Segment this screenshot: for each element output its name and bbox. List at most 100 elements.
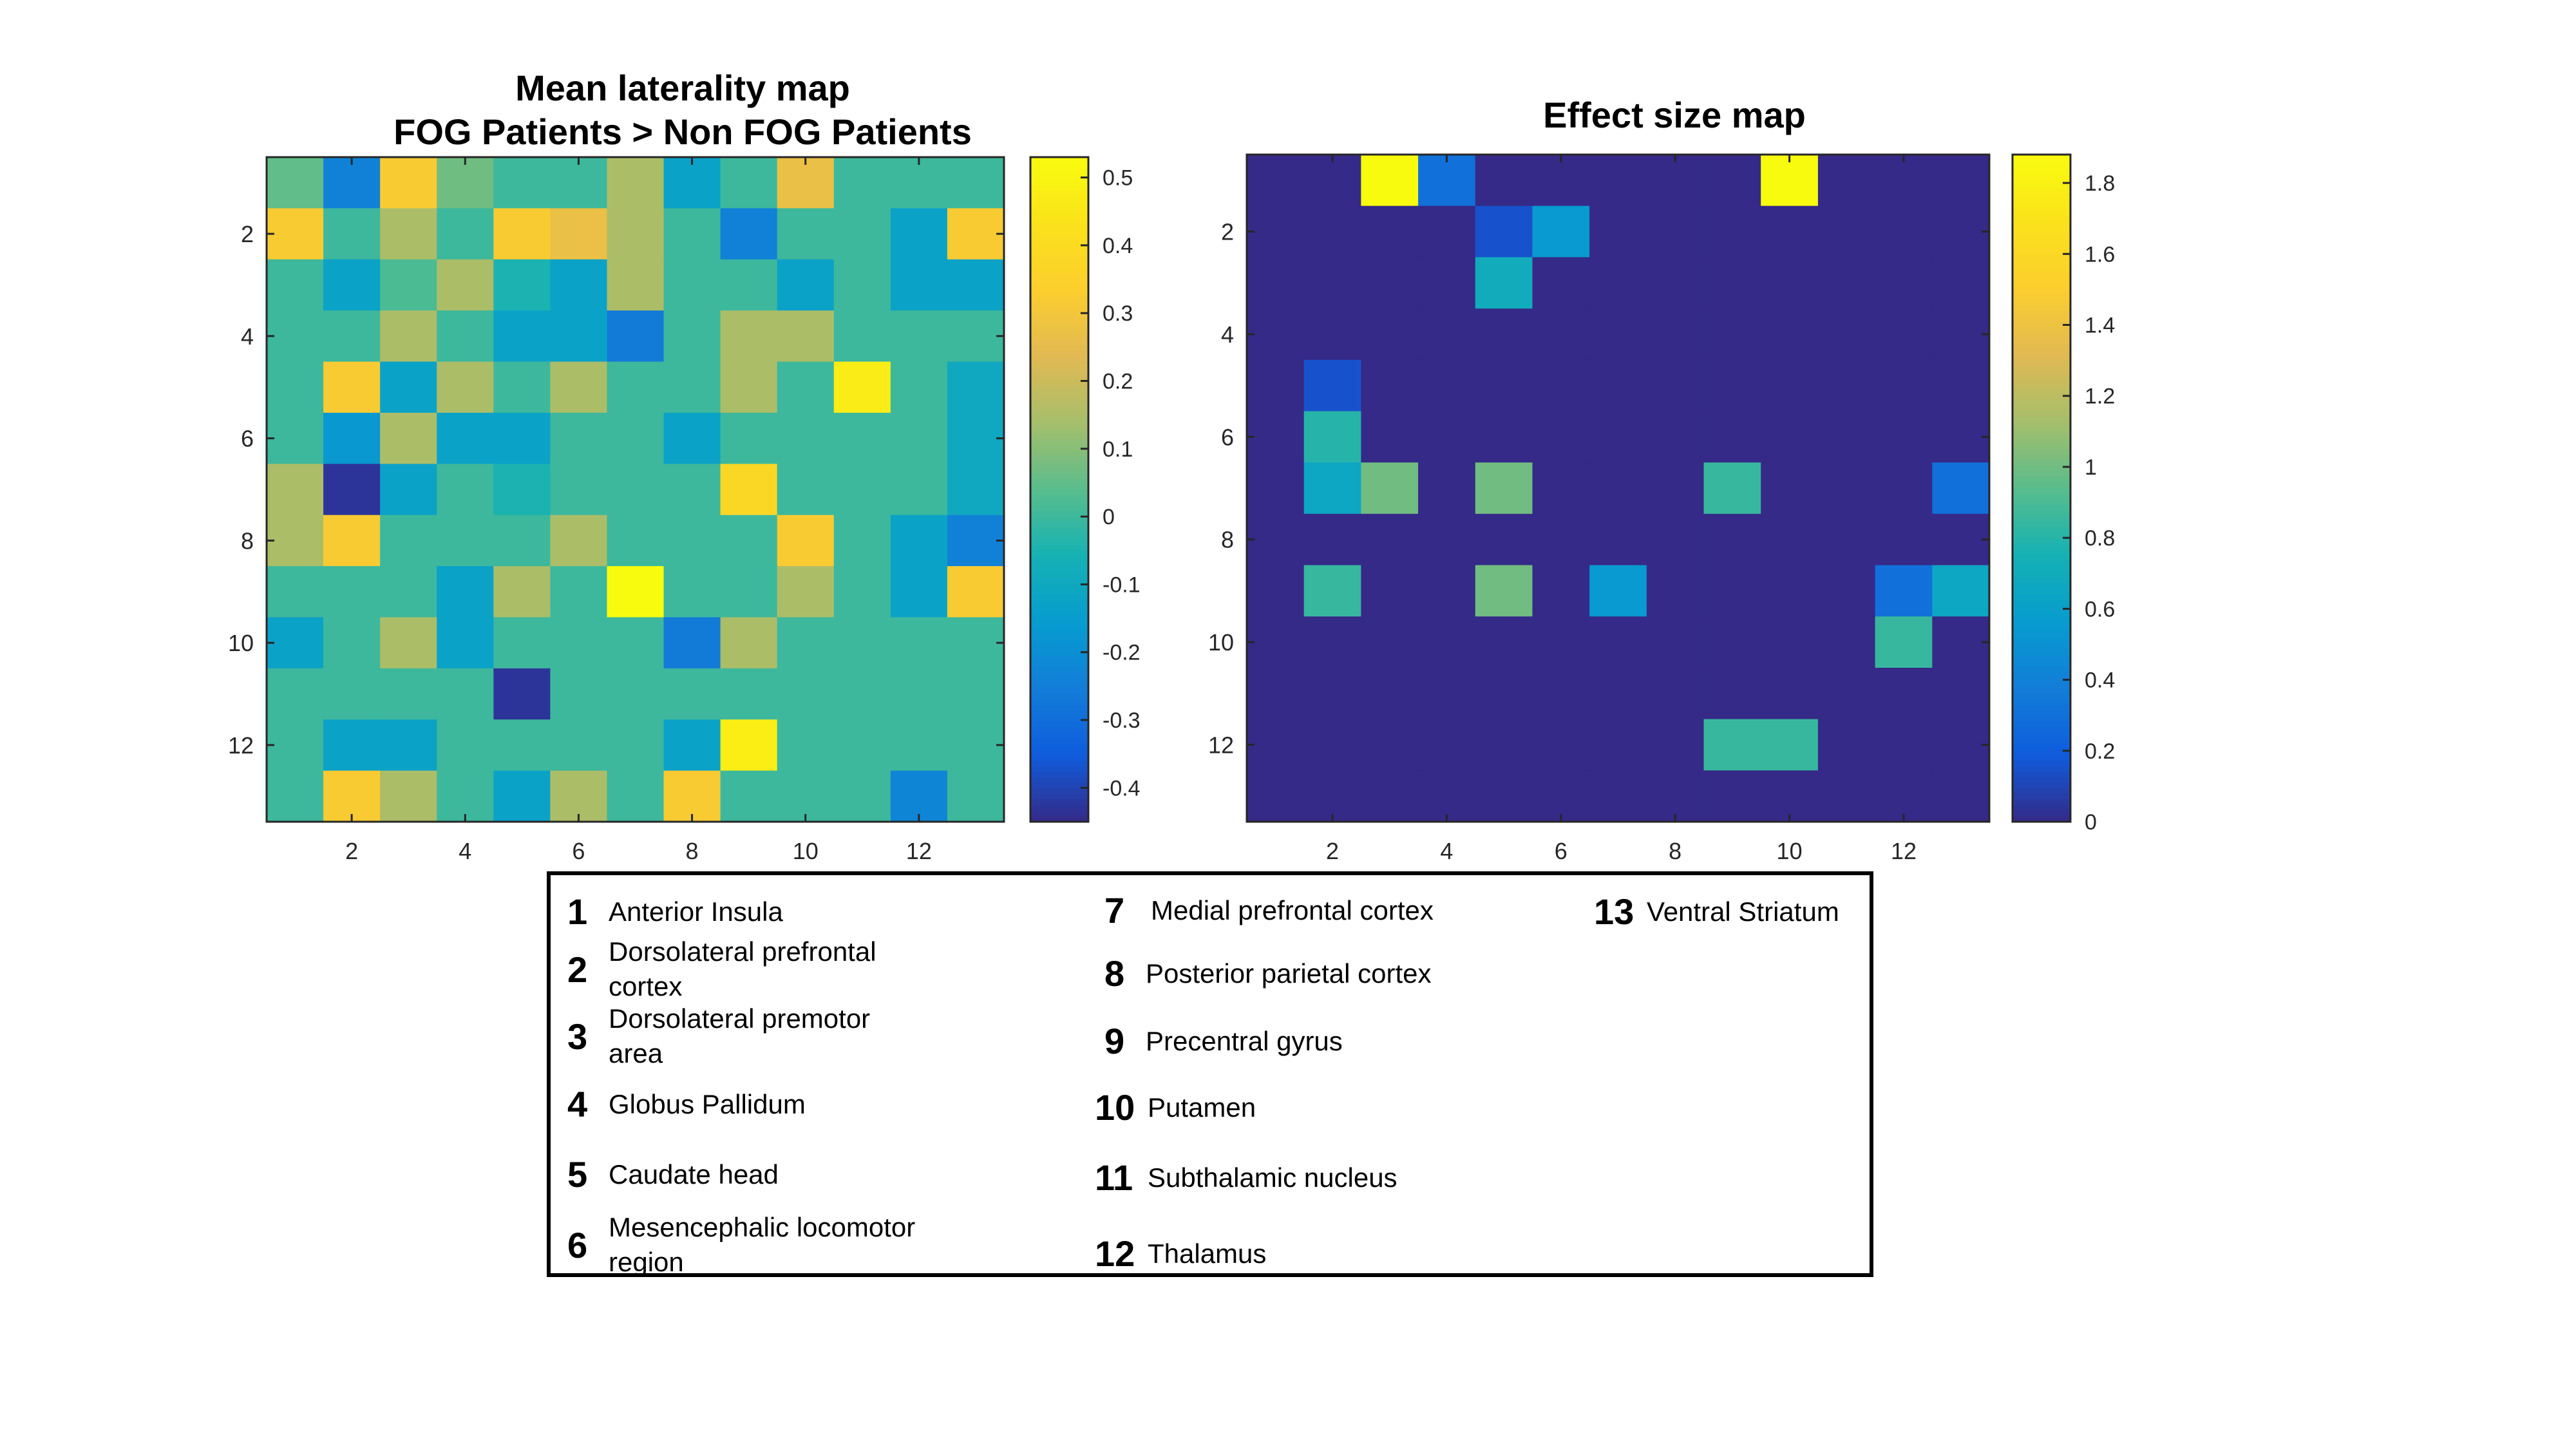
heatmap-cell	[1703, 155, 1761, 207]
colorbar-segment	[2012, 649, 2070, 656]
colorbar-segment	[1030, 500, 1088, 507]
heatmap-cell	[833, 361, 891, 413]
colorbar-segment	[1030, 284, 1088, 290]
heatmap-cell	[1875, 719, 1933, 771]
heatmap-cell	[1303, 308, 1361, 361]
colorbar-segment	[2012, 310, 2070, 316]
chart-1-title-line-1: Mean laterality map	[515, 68, 850, 108]
colorbar-segment	[1030, 810, 1088, 817]
colorbar-segment	[2012, 721, 2070, 728]
y-tick-label: 6	[1221, 424, 1234, 450]
colorbar-segment	[1030, 539, 1088, 545]
heatmap-cell	[1532, 667, 1590, 720]
heatmap-cell	[777, 310, 835, 363]
colorbar-segment	[1030, 628, 1088, 634]
legend-item-5: 5 Caudate head	[567, 1153, 779, 1195]
colorbar-segment	[1030, 727, 1088, 734]
y-tick-label: 4	[1221, 321, 1234, 348]
legend-item-number: 13	[1594, 891, 1634, 932]
heatmap-cell	[1532, 462, 1590, 515]
heatmap-cell	[1247, 719, 1305, 771]
heatmap-cell	[267, 719, 324, 772]
colorbar-tick-label: 0	[1103, 505, 1115, 529]
heatmap-cell	[1303, 411, 1361, 463]
heatmap-cell	[1475, 411, 1533, 463]
colorbar-segment	[1030, 528, 1088, 535]
colorbar-segment	[1030, 384, 1088, 390]
y-tick-label: 12	[1208, 732, 1234, 758]
colorbar-segment	[1030, 650, 1088, 656]
heatmap-cell	[437, 157, 494, 209]
colorbar-segment	[2012, 221, 2070, 227]
colorbar-segment	[2012, 688, 2070, 695]
heatmap-cell	[1817, 155, 1876, 207]
colorbar-tick-label: 1.6	[2085, 242, 2115, 267]
colorbar-segment	[2012, 249, 2070, 255]
colorbar-segment	[2012, 293, 2070, 300]
colorbar-segment	[2012, 238, 2070, 244]
legend-item-label: Putamen	[1148, 1092, 1256, 1122]
heatmap-cell	[1761, 719, 1819, 771]
heatmap-cell	[380, 770, 437, 822]
heatmap-cell	[1475, 257, 1533, 309]
colorbar-segment	[1030, 229, 1088, 235]
colorbar-segment	[2012, 499, 2070, 506]
heatmap-cell	[1932, 513, 1990, 566]
heatmap-cell	[1418, 513, 1476, 566]
colorbar-segment	[1030, 672, 1088, 678]
colorbar-segment	[2012, 782, 2070, 789]
heatmap-cell	[607, 566, 665, 618]
heatmap-cell	[947, 310, 1005, 363]
colorbar-segment	[2012, 638, 2070, 645]
heatmap-cell	[890, 412, 948, 464]
colorbar-segment	[2012, 471, 2070, 478]
heatmap-cell	[380, 361, 437, 413]
colorbar-segment	[1030, 661, 1088, 667]
heatmap-cell	[607, 412, 665, 464]
heatmap-cell	[1361, 616, 1419, 668]
chart-2-title: Effect size map	[1385, 93, 1964, 137]
heatmap-cell	[380, 566, 437, 618]
heatmap-cell	[1589, 205, 1647, 258]
colorbar-segment	[2012, 187, 2070, 194]
heatmap-cell	[1875, 565, 1933, 617]
colorbar-tick-label: 0.5	[1103, 166, 1133, 191]
colorbar-segment	[1030, 583, 1088, 590]
x-tick-label: 2	[1326, 838, 1339, 864]
heatmap-cell	[323, 412, 381, 464]
heatmap-cell	[1247, 257, 1305, 309]
heatmap-cell	[1475, 462, 1533, 515]
heatmap-cell	[550, 515, 608, 567]
heatmap-cell	[550, 412, 608, 464]
colorbar-segment	[2012, 683, 2070, 689]
y-tick-label: 2	[1221, 219, 1234, 245]
heatmap-cell	[720, 259, 778, 311]
colorbar-segment	[2012, 171, 2070, 178]
heatmap-cell	[493, 157, 551, 209]
colorbar-segment	[2012, 399, 2070, 406]
heatmap-cell	[323, 617, 381, 669]
heatmap-cell	[777, 566, 835, 618]
colorbar-segment	[1030, 556, 1088, 562]
heatmap-cell	[607, 617, 665, 669]
heatmap-cell	[1589, 719, 1647, 771]
heatmap-cell	[1761, 257, 1819, 309]
heatmap-cell	[437, 719, 494, 772]
colorbar-segment	[2012, 588, 2070, 594]
heatmap-cell	[777, 157, 835, 209]
colorbar-segment	[1030, 339, 1088, 346]
heatmap-cell	[1761, 359, 1819, 412]
heatmap-cell	[380, 208, 437, 260]
colorbar-segment	[2012, 321, 2070, 328]
y-tick-label: 8	[1221, 527, 1234, 553]
colorbar-segment	[2012, 616, 2070, 622]
heatmap-cell	[1875, 411, 1933, 463]
heatmap-cell	[493, 770, 551, 822]
heatmap-cell	[267, 617, 324, 669]
heatmap-cell	[437, 770, 494, 822]
heatmap-cell	[1247, 359, 1305, 412]
heatmap-cell	[1418, 411, 1476, 463]
heatmap-cell	[1532, 155, 1590, 207]
legend-item-label: Posterior parietal cortex	[1146, 958, 1432, 989]
heatmap-cell	[267, 770, 324, 822]
